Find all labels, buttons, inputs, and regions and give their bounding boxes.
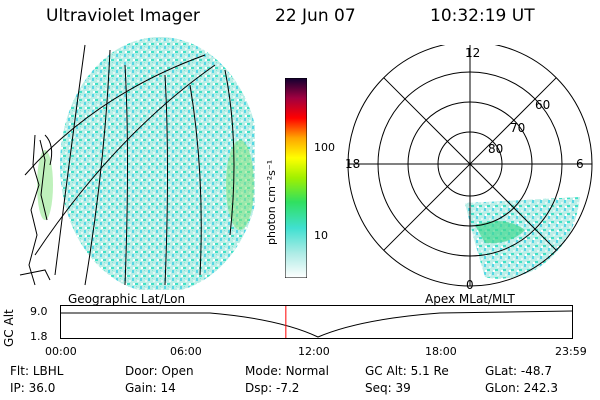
info-ip: IP: 36.0 (10, 381, 56, 395)
info-glon: GLon: 242.3 (485, 381, 558, 395)
info-mode: Mode: Normal (245, 364, 329, 378)
info-door: Door: Open (125, 364, 194, 378)
polar-grid (347, 45, 593, 287)
date-label: 22 Jun 07 (275, 6, 356, 26)
timeline-ytick-top: 9.0 (30, 305, 48, 318)
time-label: 10:32:19 UT (430, 6, 535, 26)
polar-emission-region (465, 197, 580, 279)
colorbar (285, 78, 307, 278)
info-flt: Flt: LBHL (10, 364, 64, 378)
mlt-label-12: 12 (465, 46, 481, 60)
geographic-image (19, 37, 255, 290)
timeline-xtick-1: 06:00 (170, 345, 202, 358)
polar-plot (347, 45, 593, 287)
coastlines (19, 134, 51, 286)
mlat-label-70: 70 (510, 121, 526, 135)
polar-green-band (475, 221, 525, 244)
earth-disk-emission (60, 37, 255, 290)
colorbar-tick-10: 10 (314, 229, 328, 242)
info-glat: GLat: -48.7 (485, 364, 552, 378)
mlat-label-80: 80 (488, 142, 504, 156)
colorbar-unit-label: photon cm⁻²s⁻¹ (265, 159, 278, 245)
mlt-label-18: 18 (345, 157, 361, 171)
timeline-xtick-4: 23:59 (555, 345, 587, 358)
info-gain: Gain: 14 (125, 381, 176, 395)
colorbar-tick-100: 100 (314, 141, 335, 154)
latlon-grid (24, 44, 235, 286)
geographic-label: Geographic Lat/Lon (68, 292, 186, 306)
timeline-ylabel: GC Alt (2, 309, 16, 347)
info-gc-alt: GC Alt: 5.1 Re (365, 364, 449, 378)
mlat-label-60: 60 (535, 98, 551, 112)
info-seq: Seq: 39 (365, 381, 411, 395)
instrument-title: Ultraviolet Imager (46, 6, 200, 26)
timeline-ytick-bottom: 1.8 (30, 330, 48, 343)
limb-green-patch (226, 140, 254, 230)
mlt-label-0: 0 (466, 278, 474, 292)
timeline-plot (60, 305, 573, 339)
timeline-xtick-0: 00:00 (45, 345, 77, 358)
timeline-xtick-3: 18:00 (425, 345, 457, 358)
mlt-label-6: 6 (576, 157, 584, 171)
limb-green-patch-left (37, 150, 53, 220)
info-dsp: Dsp: -7.2 (245, 381, 300, 395)
apex-label: Apex MLat/MLT (425, 292, 515, 306)
altitude-curve (61, 310, 573, 338)
timeline-xtick-2: 12:00 (298, 345, 330, 358)
